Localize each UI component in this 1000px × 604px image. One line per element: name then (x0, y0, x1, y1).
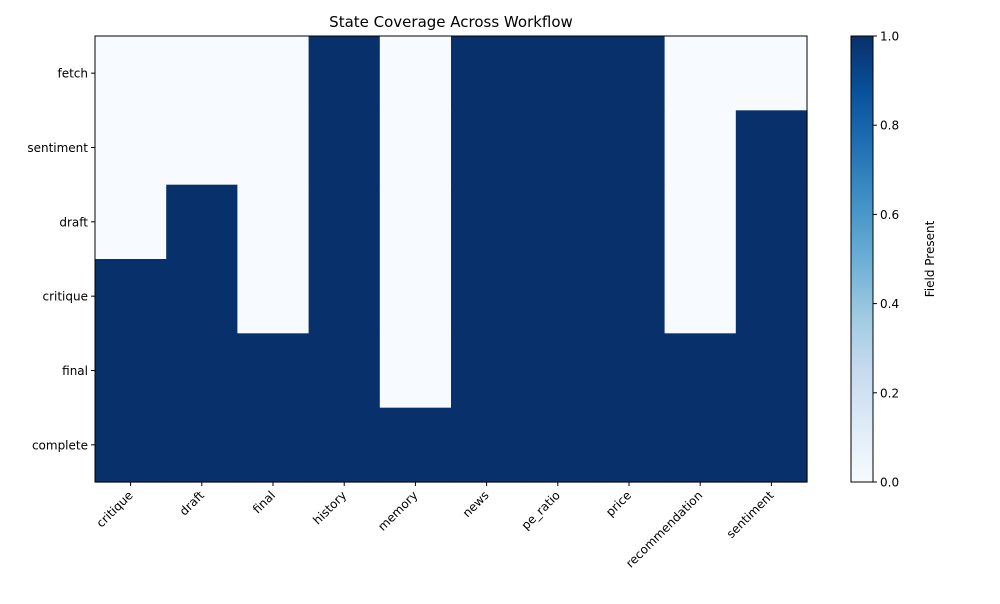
heatmap-cell-draft-final (237, 184, 310, 260)
colorbar-tick-label: 0.2 (880, 386, 899, 400)
heatmap-cell-sentiment-recommendation (664, 110, 737, 186)
heatmap-cell-draft-history (308, 184, 381, 260)
heatmap-cell-complete-draft (166, 407, 238, 483)
heatmap-cell-complete-price (593, 407, 666, 483)
heatmap-cell-complete-pe_ratio (522, 407, 594, 483)
colorbar-tick-label: 0.4 (880, 297, 899, 311)
heatmap-cell-fetch-price (593, 36, 666, 111)
heatmap-cell-final-sentiment (735, 333, 808, 409)
heatmap-cells (95, 36, 808, 483)
chart-title: State Coverage Across Workflow (329, 13, 573, 31)
heatmap-cell-fetch-sentiment (735, 36, 808, 111)
x-tick-label: memory (375, 488, 420, 533)
heatmap-cell-sentiment-history (308, 110, 381, 186)
y-axis-ticks: fetch sentiment draft critique final complete (27, 67, 95, 452)
x-axis-ticks: critique draft final history memory news pe_ra… (94, 482, 777, 570)
heatmap-cell-critique-draft (166, 259, 238, 334)
colorbar-tick-label: 1.0 (880, 30, 899, 44)
heatmap-cell-critique-history (308, 259, 381, 334)
heatmap-cell-draft-critique (95, 184, 167, 260)
colorbar-tick-label: 0.8 (880, 119, 899, 133)
heatmap-cell-fetch-recommendation (664, 36, 737, 111)
x-tick-label: draft (177, 488, 207, 518)
heatmap-cell-draft-memory (379, 184, 452, 260)
heatmap-cell-critique-recommendation (664, 259, 737, 334)
y-tick-label: complete (32, 438, 88, 452)
heatmap-cell-fetch-news (451, 36, 523, 111)
y-tick-label: sentiment (27, 141, 88, 155)
heatmap-cell-final-price (593, 333, 666, 409)
x-tick-label: history (310, 488, 349, 527)
heatmap-cell-critique-sentiment (735, 259, 808, 334)
heatmap-cell-fetch-memory (379, 36, 452, 111)
x-tick-label: price (603, 488, 634, 519)
heatmap-cell-sentiment-draft (166, 110, 238, 186)
heatmap-cell-fetch-pe_ratio (522, 36, 594, 111)
heatmap-cell-critique-price (593, 259, 666, 334)
heatmap-cell-final-history (308, 333, 381, 409)
x-tick-label: recommendation (623, 488, 705, 570)
heatmap-cell-sentiment-news (451, 110, 523, 186)
heatmap-cell-complete-critique (95, 407, 167, 483)
colorbar-tick-label: 0.0 (880, 476, 899, 490)
x-tick-label: news (460, 488, 492, 520)
heatmap-cell-sentiment-final (237, 110, 310, 186)
heatmap-cell-sentiment-pe_ratio (522, 110, 594, 186)
heatmap-cell-complete-recommendation (664, 407, 737, 483)
heatmap-cell-final-draft (166, 333, 238, 409)
x-tick-label: pe_ratio (519, 488, 563, 532)
heatmap-cell-complete-sentiment (735, 407, 808, 483)
y-tick-label: draft (59, 215, 88, 229)
heatmap-cell-sentiment-memory (379, 110, 452, 186)
heatmap-cell-complete-history (308, 407, 381, 483)
heatmap-cell-sentiment-critique (95, 110, 167, 186)
colorbar-tick-label: 0.6 (880, 208, 899, 222)
heatmap-cell-final-critique (95, 333, 167, 409)
heatmap-cell-sentiment-sentiment (735, 110, 808, 186)
heatmap-cell-final-pe_ratio (522, 333, 594, 409)
heatmap-cell-final-final (237, 333, 310, 409)
x-tick-label: critique (94, 488, 136, 530)
heatmap-cell-critique-critique (95, 259, 167, 334)
heatmap-cell-fetch-draft (166, 36, 238, 111)
y-tick-label: fetch (57, 67, 88, 81)
heatmap-cell-draft-price (593, 184, 666, 260)
heatmap-cell-final-news (451, 333, 523, 409)
heatmap-cell-final-memory (379, 333, 452, 409)
y-tick-label: critique (42, 290, 88, 304)
heatmap-cell-fetch-final (237, 36, 310, 111)
colorbar (850, 35, 874, 483)
plot-frame (94, 35, 808, 483)
heatmap-cell-complete-memory (379, 407, 452, 483)
heatmap-cell-critique-news (451, 259, 523, 334)
heatmap-cell-fetch-critique (95, 36, 167, 111)
heatmap-cell-fetch-history (308, 36, 381, 111)
colorbar-label: Field Present (923, 220, 937, 297)
x-tick-label: final (250, 488, 278, 516)
heatmap-cell-critique-final (237, 259, 310, 334)
heatmap-cell-final-recommendation (664, 333, 737, 409)
heatmap-cell-sentiment-price (593, 110, 666, 186)
heatmap-cell-complete-news (451, 407, 523, 483)
heatmap-cell-draft-draft (166, 184, 238, 260)
heatmap-cell-draft-sentiment (735, 184, 808, 260)
colorbar-ticks: 0.0 0.2 0.4 0.6 0.8 1.0 (873, 30, 899, 490)
x-tick-label: sentiment (724, 488, 777, 541)
y-tick-label: final (62, 364, 88, 378)
heatmap-cell-complete-final (237, 407, 310, 483)
heatmap-cell-critique-pe_ratio (522, 259, 594, 334)
heatmap-cell-draft-recommendation (664, 184, 737, 260)
heatmap-cell-critique-memory (379, 259, 452, 334)
heatmap-cell-draft-pe_ratio (522, 184, 594, 260)
heatmap-cell-draft-news (451, 184, 523, 260)
